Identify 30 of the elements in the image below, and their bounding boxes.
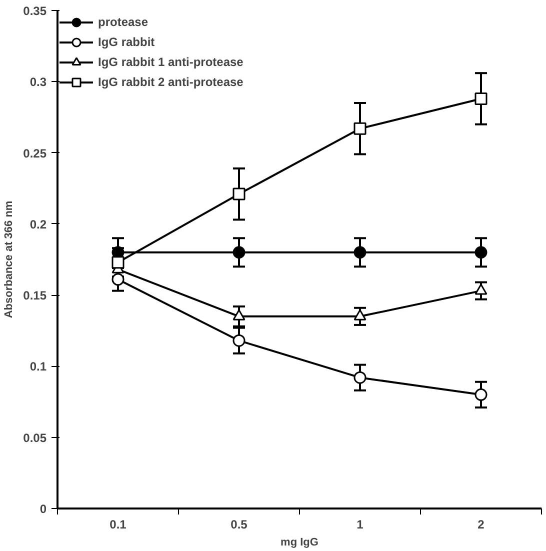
point	[474, 246, 488, 259]
y-tick-label: 0	[40, 502, 47, 516]
legend-label: protease	[98, 15, 148, 29]
legend-label: IgG rabbit 2 anti-protease	[98, 75, 244, 89]
y-tick-label: 0.15	[23, 288, 47, 303]
y-tick-label: 0.35	[23, 4, 47, 18]
point	[112, 256, 124, 269]
y-tick-label: 0.2	[30, 217, 47, 232]
legend-label: IgG rabbit	[98, 35, 155, 49]
point	[232, 334, 246, 347]
x-axis-title: mg IgG	[280, 536, 318, 548]
point	[232, 246, 246, 259]
x-tick-label: 0.5	[230, 518, 248, 532]
x-tick-label: 1	[356, 518, 364, 532]
point	[474, 284, 488, 295]
point	[354, 246, 366, 259]
point	[474, 388, 488, 401]
y-tick-label: 0.25	[23, 146, 47, 160]
legend-label: IgG rabbit 1 anti-protease	[98, 55, 244, 69]
point	[474, 92, 488, 105]
point	[232, 188, 246, 200]
x-tick-label: 2	[478, 518, 485, 532]
y-axis-title: Absorbance at 366 nm	[3, 200, 16, 318]
point	[354, 371, 366, 384]
y-tick-label: 0.3	[30, 75, 47, 90]
point	[354, 122, 366, 135]
point	[112, 273, 124, 286]
x-tick-label: 0.1	[110, 518, 127, 532]
y-tick-label: 0.1	[30, 360, 47, 374]
y-tick-label: 0.05	[23, 430, 47, 445]
